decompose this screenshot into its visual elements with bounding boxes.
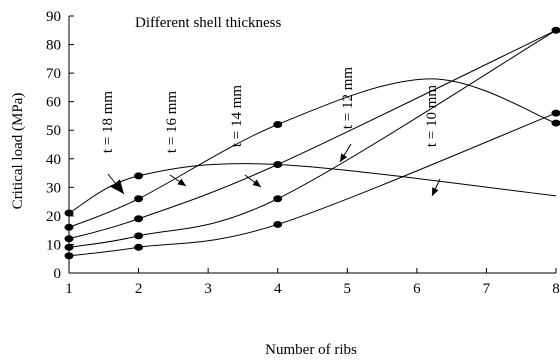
curve-arrow-head-4	[432, 187, 439, 196]
y-tick-label-8: 80	[46, 38, 61, 54]
annotations: t = 18 mm t = 16 mm t = 14 mm t = 12 mm t = …	[100, 67, 441, 197]
series-line-4	[68, 112, 557, 257]
series-line-3	[68, 29, 557, 248]
y-tick-label-1: 10	[46, 237, 61, 253]
curve-label-4: t = 10 mm	[424, 85, 440, 148]
series-2-point-1	[134, 215, 144, 223]
series-4-point-0	[64, 252, 74, 260]
y-tick-label-5: 50	[46, 123, 61, 139]
series-0-point-1	[134, 172, 144, 180]
y-tick-label-3: 30	[46, 180, 61, 196]
y-tick-label-9: 90	[46, 9, 61, 25]
series-3-point-2	[273, 195, 283, 203]
x-tick-label-0: 1	[65, 281, 73, 297]
curve-arrow-head-3	[340, 153, 348, 162]
x-tick-label-6: 7	[483, 281, 491, 297]
y-axis-title: Critical load (MPa)	[10, 93, 26, 210]
curve-arrow-head-2	[252, 179, 261, 187]
y-tick-label-6: 60	[46, 95, 61, 111]
series-group	[64, 26, 560, 260]
curve-arrow-head-0	[110, 179, 124, 194]
curve-arrow-head-1	[177, 178, 186, 186]
x-tick-label-4: 5	[344, 281, 352, 297]
y-tick-label-7: 70	[46, 66, 61, 82]
curve-label-2: t = 14 mm	[229, 85, 245, 148]
series-1-point-2	[273, 121, 283, 129]
series-4-point-2	[273, 220, 283, 228]
y-tick-label-2: 20	[46, 209, 61, 225]
series-3-point-0	[64, 243, 74, 251]
x-tick-label-5: 6	[413, 281, 421, 297]
series-0-point-0	[64, 209, 74, 217]
series-2-point-2	[273, 160, 283, 168]
series-4-point-3	[551, 109, 560, 117]
x-tick-label-3: 4	[274, 281, 282, 297]
series-1-point-1	[134, 195, 144, 203]
curve-label-0: t = 18 mm	[100, 91, 116, 154]
x-tick-label-2: 3	[204, 281, 212, 297]
curve-label-3: t = 12 mm	[340, 67, 356, 130]
y-tick-label-0: 0	[54, 266, 62, 282]
x-tick-label-7: 8	[552, 281, 560, 297]
series-1-point-4	[551, 119, 560, 127]
series-2-point-0	[64, 235, 74, 243]
series-line-1	[68, 78, 557, 228]
x-axis-title: Number of ribs	[265, 342, 357, 358]
chart-title: Different shell thickness	[135, 15, 282, 31]
series-3-point-1	[134, 232, 144, 240]
series-4-point-1	[134, 243, 144, 251]
y-tick-label-4: 40	[46, 152, 61, 168]
series-1-point-0	[64, 223, 74, 231]
series-line-2	[68, 29, 557, 240]
x-tick-label-1: 2	[135, 281, 143, 297]
series-line-0	[68, 163, 557, 214]
curve-label-1: t = 16 mm	[164, 91, 180, 154]
